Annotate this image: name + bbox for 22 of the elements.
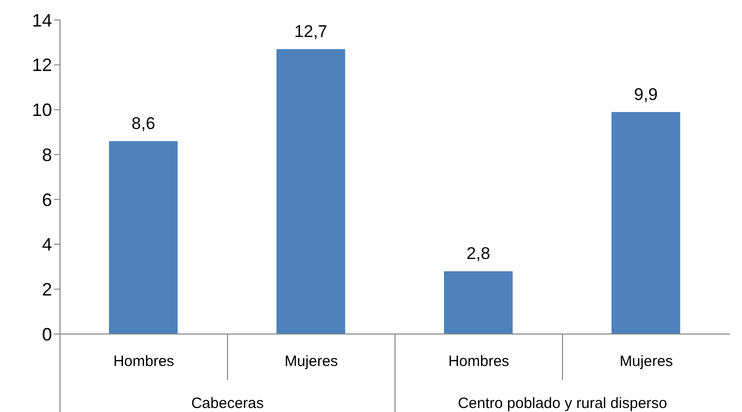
text: Cabeceras — [191, 395, 264, 412]
data-label: 12,7 — [294, 22, 328, 42]
y-tick-label: 10 — [32, 100, 52, 120]
text: Centro poblado y rural disperso — [458, 395, 668, 412]
data-label: 9,9 — [634, 84, 658, 104]
y-tick-label: 14 — [32, 10, 52, 30]
bar — [276, 49, 346, 334]
y-tick-label: 4 — [42, 234, 52, 255]
y-tick-label: 8 — [42, 144, 52, 165]
data-label: 8,6 — [132, 114, 156, 134]
bar — [109, 141, 178, 334]
x-tick-label: Mujeres — [284, 353, 338, 370]
y-tick-label: 12 — [32, 55, 52, 76]
x-tick-label: Hombres — [448, 353, 510, 370]
y-tick-label: 0 — [42, 324, 52, 344]
data-label: 2,8 — [466, 244, 490, 264]
y-tick-label: 2 — [42, 280, 52, 300]
bar — [612, 112, 680, 334]
x-tick-label: Hombres — [113, 353, 174, 370]
x-tick-label: Mujeres — [620, 353, 673, 370]
bar — [444, 271, 513, 334]
y-tick-label: 6 — [42, 190, 52, 210]
